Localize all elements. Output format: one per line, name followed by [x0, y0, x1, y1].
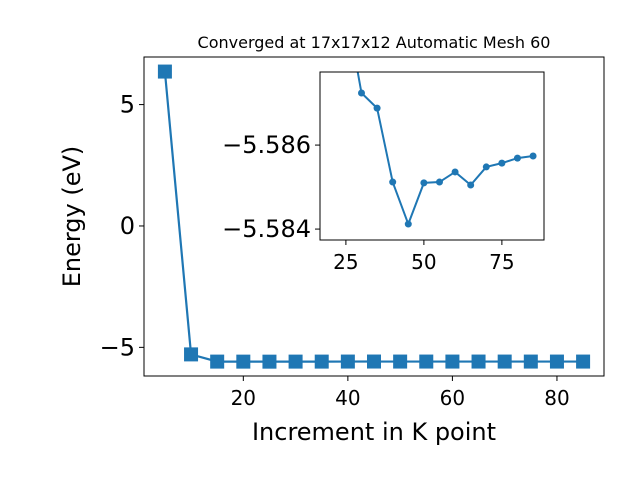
- y-tick-label: 0: [120, 212, 135, 240]
- axes-frame: [143, 56, 605, 377]
- marker: [357, 89, 365, 97]
- marker: [288, 354, 303, 369]
- marker: [373, 104, 381, 112]
- marker: [498, 159, 506, 167]
- marker: [210, 354, 225, 369]
- marker: [471, 354, 486, 369]
- marker: [314, 354, 329, 369]
- x-tick-label: 40: [335, 386, 360, 410]
- x-tick-label: 50: [411, 250, 436, 274]
- marker: [549, 354, 564, 369]
- marker: [184, 347, 199, 362]
- y-tick-label: −5.586: [222, 131, 311, 159]
- marker: [342, 3, 349, 10]
- marker: [420, 179, 428, 187]
- x-tick-label: 20: [231, 386, 256, 410]
- chart-title: Converged at 17x17x12 Automatic Mesh 60: [198, 33, 551, 52]
- x-tick-label: 25: [333, 250, 358, 274]
- marker: [404, 220, 412, 228]
- marker: [236, 354, 251, 369]
- marker: [393, 354, 408, 369]
- marker: [419, 354, 434, 369]
- marker: [445, 354, 460, 369]
- y-tick-label: −5.584: [222, 215, 311, 243]
- marker: [367, 354, 381, 369]
- plot-content: [342, 3, 537, 228]
- y-tick-label: 5: [120, 91, 135, 119]
- marker: [451, 168, 459, 176]
- y-axis-label: Energy (eV): [58, 146, 86, 288]
- marker: [513, 154, 521, 162]
- x-tick-label: 75: [489, 250, 514, 274]
- plot-content: [157, 64, 591, 369]
- y-tick-label: −5: [100, 333, 135, 361]
- marker: [435, 178, 443, 186]
- marker: [529, 152, 537, 160]
- marker: [482, 163, 490, 171]
- marker: [157, 64, 172, 79]
- marker: [340, 354, 355, 369]
- marker: [467, 181, 475, 189]
- marker: [389, 178, 397, 186]
- x-axis-label: Increment in K point: [252, 418, 496, 446]
- marker: [262, 354, 277, 369]
- x-tick-label: 80: [544, 386, 569, 410]
- axes-frame: [319, 71, 545, 241]
- marker: [576, 354, 591, 369]
- marker: [497, 354, 512, 369]
- marker: [523, 354, 538, 369]
- x-tick-label: 60: [440, 386, 465, 410]
- plot-area: [320, 72, 544, 240]
